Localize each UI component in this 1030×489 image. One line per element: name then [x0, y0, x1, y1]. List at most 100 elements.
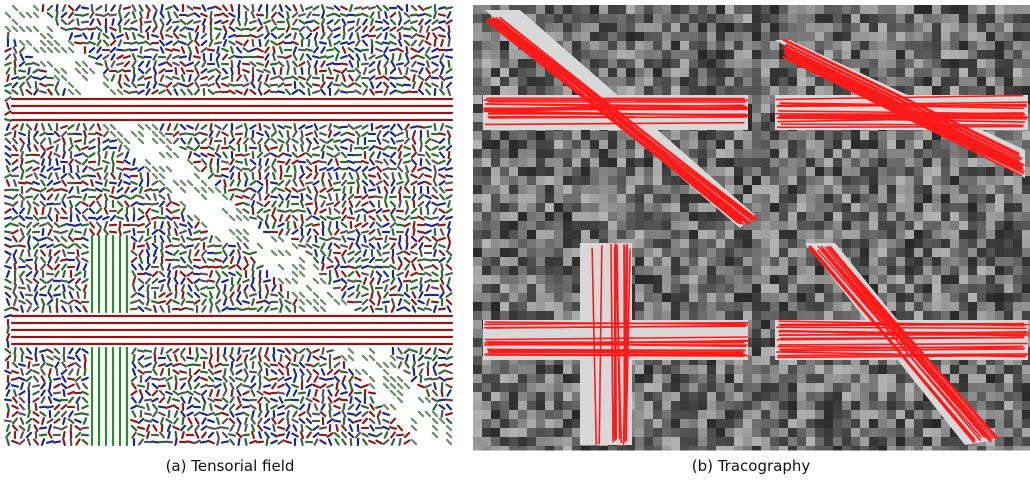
noise-cell — [752, 158, 762, 168]
glyph — [43, 5, 44, 11]
noise-cell — [572, 176, 582, 186]
noise-cell — [743, 158, 753, 168]
glyph — [399, 439, 400, 445]
noise-cell — [752, 131, 762, 141]
glyph — [334, 190, 340, 191]
glyph — [110, 15, 116, 16]
noise-cell — [878, 41, 888, 51]
noise-cell — [779, 59, 789, 69]
noise-cell — [797, 32, 807, 42]
glyph — [224, 180, 225, 186]
noise-cell — [725, 167, 735, 177]
glyph — [117, 162, 123, 163]
noise-cell — [887, 140, 897, 150]
glyph — [441, 264, 443, 270]
noise-cell — [509, 149, 519, 159]
noise-cell — [653, 68, 663, 78]
glyph — [29, 404, 30, 410]
glyph — [21, 173, 22, 179]
noise-cell — [761, 113, 771, 123]
noise-cell — [734, 131, 744, 141]
noise-cell — [743, 23, 753, 33]
glyph — [397, 211, 403, 212]
noise-cell — [1013, 59, 1023, 69]
noise-cell — [959, 86, 969, 96]
noise-cell — [563, 32, 573, 42]
noise-cell — [968, 32, 978, 42]
noise-cell — [797, 23, 807, 33]
glyph — [287, 411, 288, 417]
glyph — [145, 22, 151, 23]
noise-cell — [482, 176, 492, 186]
glyph — [260, 194, 261, 200]
glyph — [176, 271, 177, 277]
noise-cell — [896, 50, 906, 60]
glyph — [448, 236, 450, 242]
glyph — [194, 56, 200, 57]
glyph — [215, 266, 221, 267]
noise-cell — [887, 41, 897, 51]
noise-cell — [662, 14, 672, 24]
glyph — [386, 306, 387, 312]
glyph — [378, 68, 379, 74]
noise-cell — [959, 32, 969, 42]
glyph — [210, 166, 211, 172]
noise-cell — [878, 158, 888, 168]
glyph — [187, 28, 193, 29]
noise-cell — [788, 149, 798, 159]
noise-cell — [644, 167, 654, 177]
glyph — [173, 399, 179, 401]
noise-cell — [743, 167, 753, 177]
glyph — [159, 407, 165, 408]
glyph — [334, 182, 340, 183]
noise-cell — [491, 149, 501, 159]
noise-cell — [977, 14, 987, 24]
glyph — [5, 217, 11, 218]
noise-cell — [509, 140, 519, 150]
glyph — [15, 68, 16, 74]
glyph — [189, 54, 190, 60]
glyph — [343, 404, 344, 410]
glyph — [218, 348, 219, 354]
noise-cell — [491, 167, 501, 177]
glyph — [250, 372, 256, 373]
noise-cell — [680, 59, 690, 69]
noise-cell — [653, 59, 663, 69]
glyph — [315, 40, 316, 46]
noise-cell — [482, 131, 492, 141]
noise-cell — [473, 104, 483, 114]
glyph — [439, 364, 445, 365]
noise-cell — [770, 77, 780, 87]
glyph — [425, 175, 431, 177]
noise-cell — [842, 14, 852, 24]
glyph — [302, 194, 303, 200]
noise-cell — [968, 59, 978, 69]
noise-cell — [806, 86, 816, 96]
noise-cell — [635, 86, 645, 96]
noise-cell — [536, 167, 546, 177]
noise-cell — [500, 158, 510, 168]
glyph — [189, 33, 190, 39]
glyph — [8, 341, 9, 347]
noise-cell — [608, 14, 618, 24]
noise-cell — [806, 131, 816, 141]
glyph — [245, 180, 246, 186]
glyph — [351, 145, 352, 151]
glyph — [253, 5, 254, 11]
noise-cell — [599, 59, 609, 69]
noise-cell — [860, 140, 870, 150]
noise-cell — [599, 158, 609, 168]
noise-cell — [752, 41, 762, 51]
glyph — [84, 355, 85, 361]
glyph — [348, 217, 354, 218]
glyph — [392, 257, 393, 263]
noise-cell — [779, 158, 789, 168]
glyph — [56, 12, 57, 18]
glyph — [369, 190, 375, 191]
noise-cell — [698, 23, 708, 33]
noise-cell — [491, 131, 501, 141]
noise-cell — [617, 167, 627, 177]
noise-cell — [554, 14, 564, 24]
noise-cell — [527, 86, 537, 96]
glyph — [414, 355, 415, 361]
